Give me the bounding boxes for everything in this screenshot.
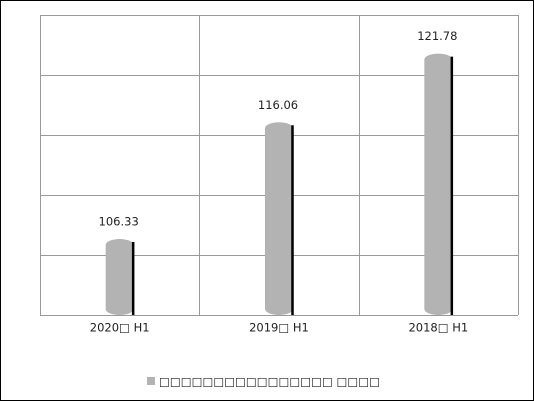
legend-label: □□□□□□□□□□□□□□□□ □□□□: [159, 375, 380, 389]
x-tick-label: 2018□ H1: [408, 321, 468, 335]
bar: [424, 53, 453, 315]
data-label: 121.78: [417, 29, 457, 43]
x-tick-label: 2019□ H1: [249, 321, 309, 335]
bar: [105, 239, 134, 315]
bar: [265, 122, 293, 315]
x-tick-label: 2020□ H1: [90, 321, 150, 335]
data-label: 116.06: [258, 98, 298, 112]
legend-marker: [147, 377, 155, 385]
data-label: 106.33: [99, 215, 139, 229]
